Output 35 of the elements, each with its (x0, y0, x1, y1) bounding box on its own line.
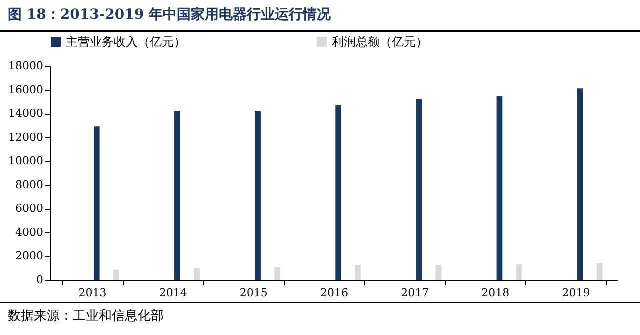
bar (516, 264, 522, 280)
bar (274, 267, 280, 280)
bar (596, 263, 603, 280)
legend-label: 利润总额（亿元） (332, 35, 428, 49)
bar (416, 99, 422, 280)
x-tick-label: 2015 (240, 286, 268, 300)
y-tick-label: 16000 (8, 83, 44, 96)
x-tick-label: 2014 (159, 286, 188, 300)
y-tick-label: 12000 (8, 130, 44, 144)
x-tick-label: 2019 (562, 286, 590, 300)
x-tick-label: 2018 (482, 286, 510, 300)
y-tick-label: 8000 (16, 178, 44, 192)
bar (355, 265, 361, 280)
bar (496, 96, 503, 280)
y-tick-label: 18000 (8, 60, 44, 72)
bar (336, 105, 342, 280)
y-tick-label: 14000 (8, 107, 44, 120)
chart-title: 图 18：2013-2019 年中国家用电器行业运行情况 (0, 0, 640, 32)
bar (174, 111, 180, 280)
y-tick-label: 10000 (8, 154, 44, 168)
y-tick-label: 0 (36, 274, 44, 286)
source-note: 数据来源：工业和信息化部 (0, 302, 640, 329)
legend-label: 主营业务收入（亿元） (66, 35, 186, 49)
bar (94, 126, 100, 280)
y-tick-label: 6000 (16, 202, 44, 216)
y-tick-label: 4000 (16, 226, 44, 239)
x-tick-label: 2016 (320, 286, 348, 300)
bar (194, 268, 200, 280)
bar (255, 111, 261, 280)
x-tick-label: 2013 (78, 286, 107, 300)
y-tick-label: 2000 (16, 250, 44, 263)
bar (113, 270, 120, 280)
bar (577, 88, 584, 280)
bar (436, 265, 442, 280)
x-tick-label: 2017 (401, 286, 430, 300)
